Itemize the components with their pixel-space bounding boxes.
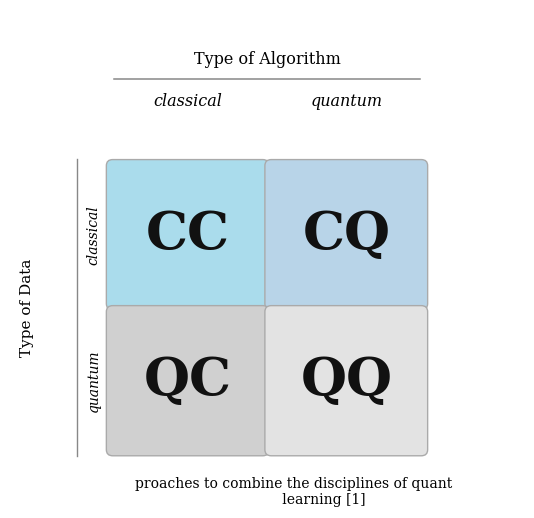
Text: classical: classical: [87, 205, 101, 265]
Text: Type of Algorithm: Type of Algorithm: [193, 51, 341, 68]
Text: CQ: CQ: [302, 209, 390, 260]
FancyBboxPatch shape: [265, 160, 428, 310]
Text: quantum: quantum: [310, 93, 382, 110]
Text: QQ: QQ: [300, 355, 392, 406]
Text: quantum: quantum: [87, 350, 101, 412]
Text: proaches to combine the disciplines of quant
              learning [1]: proaches to combine the disciplines of q…: [135, 477, 452, 507]
Text: Type of Data: Type of Data: [20, 258, 34, 357]
FancyBboxPatch shape: [106, 160, 269, 310]
Text: CC: CC: [146, 209, 230, 260]
Text: QC: QC: [144, 355, 232, 406]
Text: classical: classical: [153, 93, 222, 110]
FancyBboxPatch shape: [265, 306, 428, 456]
FancyBboxPatch shape: [106, 306, 269, 456]
